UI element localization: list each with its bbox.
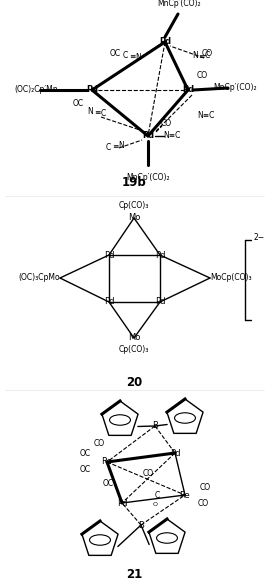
Text: CO: CO: [160, 119, 172, 127]
Text: B: B: [152, 422, 158, 430]
Text: O: O: [153, 502, 158, 506]
Text: N: N: [87, 107, 93, 116]
Text: CO: CO: [201, 48, 213, 57]
Text: Pd: Pd: [104, 297, 114, 307]
Text: CO: CO: [197, 499, 208, 507]
Text: CO: CO: [93, 440, 105, 449]
Text: Pd: Pd: [117, 499, 127, 507]
Text: ≡: ≡: [94, 109, 100, 117]
Text: C: C: [154, 491, 160, 499]
Text: MnCp′(CO)₂: MnCp′(CO)₂: [213, 84, 257, 92]
Text: ≡: ≡: [112, 142, 118, 151]
Text: Mo: Mo: [128, 214, 140, 223]
Text: OC: OC: [79, 450, 91, 458]
Text: Pd: Pd: [155, 297, 165, 307]
Text: CO: CO: [199, 482, 211, 492]
Text: CO: CO: [143, 470, 154, 478]
Text: Pd: Pd: [170, 449, 180, 457]
Text: N≡C: N≡C: [163, 131, 181, 141]
Text: (OC)₂Cp′Mn: (OC)₂Cp′Mn: [14, 85, 58, 95]
Text: MoCp(CO)₃: MoCp(CO)₃: [210, 273, 252, 283]
Text: MnCp′(CO)₂: MnCp′(CO)₂: [157, 0, 201, 9]
Text: Pd: Pd: [104, 251, 114, 259]
Text: Cp(CO)₃: Cp(CO)₃: [119, 346, 149, 354]
Text: Pd: Pd: [142, 131, 154, 141]
Text: B: B: [138, 520, 144, 530]
Text: N: N: [118, 141, 124, 151]
Text: N: N: [135, 53, 141, 61]
Text: 21: 21: [126, 568, 142, 580]
Text: C: C: [122, 50, 128, 60]
Text: 2−: 2−: [253, 232, 265, 242]
Text: N: N: [192, 50, 198, 60]
Text: ≡: ≡: [198, 51, 204, 61]
Text: (OC)₃CpMo: (OC)₃CpMo: [18, 273, 60, 283]
Text: Pd: Pd: [182, 85, 194, 95]
Text: N≡C: N≡C: [197, 110, 215, 120]
Text: Pd: Pd: [159, 37, 171, 47]
Text: Cp(CO)₃: Cp(CO)₃: [119, 201, 149, 210]
Text: Pd: Pd: [86, 85, 98, 95]
Text: 20: 20: [126, 376, 142, 388]
Text: OC: OC: [109, 48, 121, 57]
Text: OC: OC: [79, 465, 91, 474]
Text: Re: Re: [102, 457, 112, 467]
Text: ≡: ≡: [129, 51, 135, 61]
Text: C: C: [100, 110, 106, 119]
Text: 19b: 19b: [122, 176, 146, 189]
Text: MnCp′(CO)₂: MnCp′(CO)₂: [126, 173, 170, 182]
Text: C: C: [204, 51, 210, 61]
Text: Pd: Pd: [155, 251, 165, 259]
Text: OC: OC: [102, 478, 114, 488]
Text: Mo: Mo: [128, 333, 140, 342]
Text: C: C: [105, 144, 111, 152]
Text: CO: CO: [196, 71, 208, 81]
Text: OC: OC: [72, 99, 84, 109]
Text: Re: Re: [180, 491, 190, 499]
